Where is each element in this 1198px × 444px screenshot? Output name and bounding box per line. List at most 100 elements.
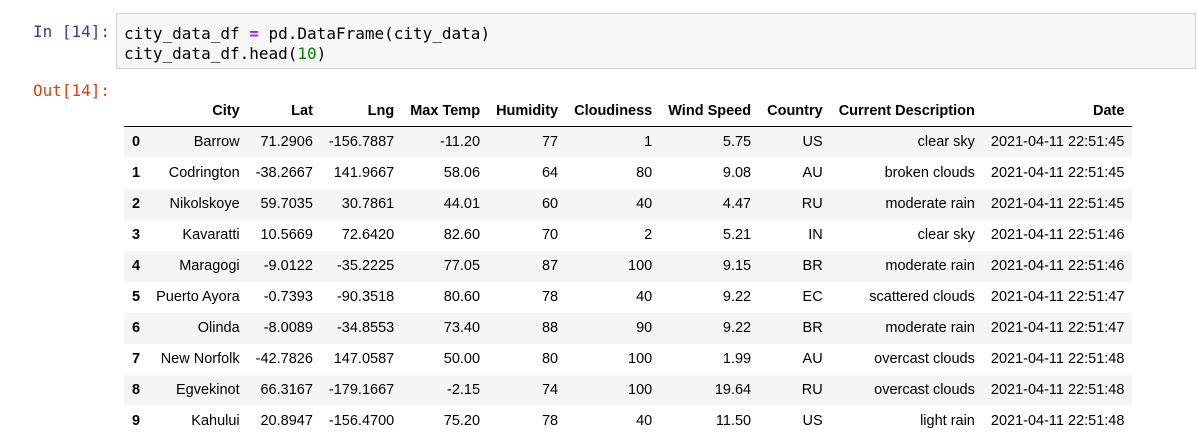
code-line2-suffix: ) [316,44,327,63]
index-header [124,96,148,127]
table-cell: Nikolskoye [169,196,240,212]
table-cell: -11.20 [440,134,481,150]
column-header: Wind Speed [668,103,752,119]
table-cell: -90.3518 [336,289,395,305]
table-cell: 78 [541,413,559,429]
table-body: 0 Barrow 71.2906 -156.7887 -11.20 77 1 5.75 US cl… [124,126,1133,437]
column-header: Current Description [838,103,975,119]
table-cell: scattered clouds [869,289,975,305]
row-index: 2 [132,196,141,212]
table-row: 9 Kahului 20.8947 -156.4700 75.20 78 40 11.50 US… [124,406,1133,437]
table-cell: 64 [541,165,559,181]
table-cell: 2021-04-11 22:51:47 [990,289,1125,305]
dataframe-table: City Lat Lng Max Temp Humidity Cloudiness Wind… [124,96,1133,437]
table-cell: -38.2667 [255,165,313,181]
table-cell: -2.15 [447,382,481,398]
table-cell: moderate rain [885,258,975,274]
row-index: 0 [132,134,141,150]
table-cell: 2021-04-11 22:51:47 [990,320,1125,336]
table-cell: -156.7887 [328,134,395,150]
table-row: 2 Nikolskoye 59.7035 30.7861 44.01 60 40 4.47 RU… [124,189,1133,220]
code-rhs: pd.DataFrame(city_data) [268,24,491,43]
table-cell: 5.21 [722,227,752,243]
table-cell: Puerto Ayora [156,289,240,305]
table-row: 8 Egvekinot 66.3167 -179.1667 -2.15 74 100 19.6… [124,375,1133,406]
table-cell: 1 [644,134,653,150]
table-cell: 2021-04-11 22:51:48 [990,413,1125,429]
table-cell: 70 [541,227,559,243]
table-cell: RU [801,382,823,398]
table-cell: 100 [628,351,653,367]
table-cell: 88 [541,320,559,336]
column-header: Country [767,103,823,119]
table-cell: 2021-04-11 22:51:48 [990,382,1125,398]
table-cell: 82.60 [443,227,481,243]
table-cell: New Norfolk [160,351,240,367]
table-cell: 9.08 [722,165,752,181]
table-cell: 60 [541,196,559,212]
table-cell: 100 [628,258,653,274]
table-cell: -179.1667 [328,382,395,398]
table-cell: 78 [541,289,559,305]
row-index: 9 [132,413,141,429]
table-cell: AU [802,351,823,367]
table-cell: Egvekinot [175,382,240,398]
table-cell: overcast clouds [874,351,975,367]
table-cell: 30.7861 [341,196,395,212]
code-operator: = [249,24,259,43]
column-header: Lat [291,103,313,119]
table-cell: RU [801,196,823,212]
table-cell: 4.47 [722,196,752,212]
table-row: 0 Barrow 71.2906 -156.7887 -11.20 77 1 5.75 US cl… [124,126,1133,158]
table-cell: EC [802,289,823,305]
table-cell: 77 [541,134,559,150]
table-cell: 5.75 [722,134,752,150]
table-cell: -156.4700 [328,413,395,429]
table-cell: 2021-04-11 22:51:45 [990,196,1125,212]
table-row: 3 Kavaratti 10.5669 72.6420 82.60 70 2 5.21 IN cl… [124,220,1133,251]
table-cell: -9.0122 [263,258,313,274]
table-cell: 87 [541,258,559,274]
table-cell: Codrington [168,165,240,181]
table-cell: moderate rain [885,196,975,212]
table-cell: 11.50 [715,413,752,429]
table-cell: 80 [636,165,653,181]
code-text[interactable]: city_data_df = pd.DataFrame(city_data) c… [124,24,490,64]
table-cell: Kahului [191,413,240,429]
table-cell: 73.40 [443,320,481,336]
output-prompt: Out[14]: [33,81,111,100]
code-line2-prefix: city_data_df.head( [124,44,298,63]
table-cell: IN [808,227,823,243]
table-cell: 66.3167 [260,382,313,398]
table-header-row: City Lat Lng Max Temp Humidity Cloudiness Wind… [124,96,1133,127]
table-cell: 9.22 [722,289,752,305]
table-cell: 9.15 [722,258,752,274]
table-cell: Olinda [197,320,240,336]
table-cell: 40 [636,289,653,305]
table-cell: -34.8553 [336,320,395,336]
column-header: Lng [367,103,395,119]
table-cell: US [802,413,823,429]
table-row: 7 New Norfolk -42.7826 147.0587 50.00 80 100 1.… [124,344,1133,375]
table-cell: -42.7826 [255,351,313,367]
table-cell: 59.7035 [260,196,313,212]
table-cell: Kavaratti [182,227,240,243]
table-cell: BR [802,258,823,274]
table-cell: 50.00 [443,351,481,367]
table-cell: moderate rain [885,320,975,336]
table-cell: 2021-04-11 22:51:46 [990,227,1125,243]
table-cell: 2021-04-11 22:51:45 [990,165,1125,181]
column-header: Humidity [496,103,559,119]
row-index: 8 [132,382,141,398]
table-cell: 44.01 [443,196,481,212]
table-cell: 2 [644,227,653,243]
table-cell: 2021-04-11 22:51:46 [990,258,1125,274]
table-cell: light rain [920,413,975,429]
table-cell: 75.20 [443,413,481,429]
table-cell: clear sky [917,227,975,243]
code-cell-editor[interactable]: city_data_df = pd.DataFrame(city_data) c… [116,13,1196,69]
table-row: 4 Maragogi -9.0122 -35.2225 77.05 87 100 9.15 BR… [124,251,1133,282]
row-index: 4 [132,258,141,274]
table-cell: 100 [628,382,653,398]
table-cell: 147.0587 [333,351,395,367]
